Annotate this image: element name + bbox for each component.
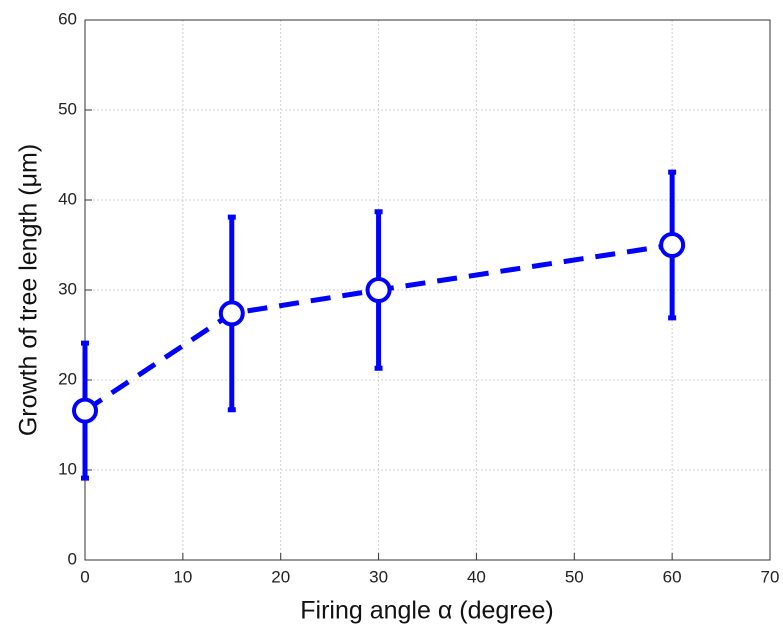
x-tick-label: 10 [173,567,192,586]
x-axis-label: Firing angle α (degree) [300,597,553,625]
y-axis-label: Growth of tree length (μm) [15,144,43,436]
x-tick-label: 20 [271,567,290,586]
marker [72,397,98,424]
marker [659,232,686,258]
y-tick-label: 10 [58,459,77,478]
marker [365,277,392,303]
x-tick-label: 60 [663,567,682,586]
y-tick-label: 30 [58,279,77,298]
y-tick-label: 0 [68,549,77,568]
x-tick-label: 0 [80,567,89,586]
x-tick-label: 70 [761,567,780,586]
x-tick-label: 50 [565,567,584,586]
y-tick-label: 50 [58,99,77,118]
y-tick-label: 40 [58,189,77,208]
plot-frame [84,19,771,561]
y-tick-label: 60 [58,9,77,28]
marker [218,300,245,327]
y-tick-label: 20 [58,369,77,388]
x-tick-label: 40 [467,567,486,586]
x-tick-label: 30 [369,567,388,586]
